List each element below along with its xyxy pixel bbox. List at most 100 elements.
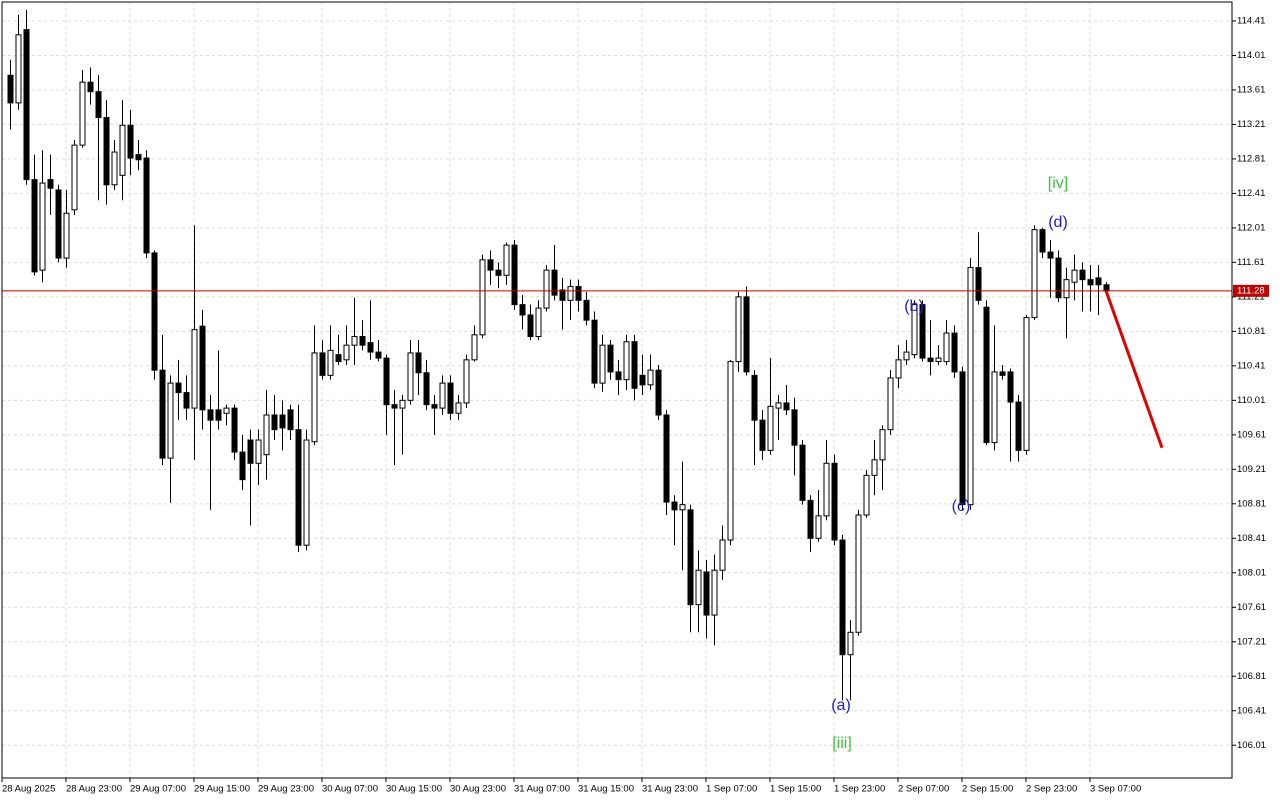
- candle-body: [247, 439, 254, 464]
- candle-body: [1095, 277, 1102, 286]
- candle-body: [631, 341, 638, 389]
- x-tick-label: 1 Sep 15:00: [770, 784, 821, 795]
- candle-body: [159, 369, 166, 459]
- candle-body: [823, 462, 830, 517]
- x-tick-label: 30 Aug 23:00: [450, 784, 506, 795]
- candle-body: [1079, 269, 1086, 281]
- x-tick-label: 2 Sep 07:00: [898, 784, 949, 795]
- candle-body: [991, 371, 998, 444]
- candle-body: [55, 189, 62, 259]
- candle-body: [487, 259, 494, 271]
- candle-body: [983, 306, 990, 444]
- candle-body: [455, 402, 462, 414]
- x-tick-label: 29 Aug 15:00: [194, 784, 250, 795]
- y-tick-label: 110.41: [1237, 360, 1265, 371]
- candle-body: [839, 539, 846, 656]
- x-tick-label: 2 Sep 23:00: [1026, 784, 1077, 795]
- candle-body: [71, 144, 78, 211]
- candle-body: [575, 286, 582, 301]
- x-tick-label: 30 Aug 15:00: [386, 784, 442, 795]
- y-tick-label: 106.41: [1237, 705, 1266, 716]
- x-tick-label: 28 Aug 23:00: [66, 784, 122, 795]
- wave-label: [iv]: [1048, 175, 1068, 192]
- x-tick-label: 31 Aug 23:00: [642, 784, 698, 795]
- candle-body: [727, 361, 734, 541]
- candle-body: [295, 429, 302, 546]
- candle-body: [639, 374, 646, 386]
- x-tick-label: 31 Aug 07:00: [514, 784, 570, 795]
- candle-body: [903, 351, 910, 361]
- candle-body: [263, 414, 270, 456]
- candle-body: [463, 359, 470, 404]
- y-tick-label: 109.61: [1237, 429, 1266, 440]
- candle-body: [743, 296, 750, 373]
- candle-body: [703, 571, 710, 616]
- candle-body: [687, 509, 694, 606]
- candle-body: [423, 372, 430, 406]
- candle-body: [775, 402, 782, 409]
- candles: [2, 9, 1232, 701]
- candle-body: [95, 91, 102, 119]
- candle-body: [927, 357, 934, 363]
- candle-body: [87, 81, 94, 93]
- candle-body: [1015, 401, 1022, 451]
- candle-body: [343, 344, 350, 361]
- candle-body: [783, 402, 790, 411]
- candle-body: [31, 179, 38, 273]
- candle-body: [943, 332, 950, 363]
- candle-body: [1039, 229, 1046, 253]
- candle-body: [863, 474, 870, 516]
- candle-body: [1007, 371, 1014, 403]
- wave-label: (b): [904, 298, 924, 315]
- y-tick-label: 111.21: [1237, 291, 1265, 302]
- candle-body: [999, 371, 1006, 376]
- candle-body: [287, 409, 294, 431]
- candle-body: [559, 289, 566, 301]
- candle-body: [471, 334, 478, 361]
- candle-body: [911, 304, 918, 356]
- candle-body: [671, 501, 678, 511]
- candle-body: [415, 352, 422, 374]
- wave-label: (d): [1048, 214, 1068, 231]
- wave-label: (c): [952, 498, 971, 515]
- candle-body: [1071, 269, 1078, 283]
- candle-body: [695, 569, 702, 606]
- candle-body: [663, 414, 670, 503]
- candle-body: [271, 414, 278, 431]
- candle-body: [767, 405, 774, 451]
- candle-body: [351, 336, 358, 346]
- candle-body: [871, 459, 878, 476]
- candle-body: [615, 371, 622, 381]
- candle-body: [1055, 257, 1062, 299]
- candle-body: [375, 351, 382, 359]
- x-tick-label: 31 Aug 15:00: [578, 784, 634, 795]
- candle-body: [959, 371, 966, 506]
- candle-body: [967, 267, 974, 506]
- candle-body: [15, 34, 22, 104]
- candle-body: [607, 344, 614, 373]
- candle-body: [383, 357, 390, 406]
- y-tick-label: 114.41: [1237, 15, 1265, 26]
- x-tick-label: 2 Sep 15:00: [962, 784, 1013, 795]
- candle-body: [527, 314, 534, 338]
- candle-body: [183, 392, 190, 409]
- candle-body: [1023, 317, 1030, 451]
- candle-body: [479, 259, 486, 336]
- candle-body: [1103, 284, 1110, 292]
- candle-body: [167, 382, 174, 459]
- x-tick-label: 1 Sep 07:00: [706, 784, 757, 795]
- candle-body: [1047, 251, 1054, 259]
- candle-body: [135, 154, 142, 161]
- y-tick-label: 108.81: [1237, 498, 1266, 509]
- plot-frame: [1, 1, 1233, 779]
- y-tick-label: 110.01: [1237, 395, 1265, 406]
- candle-body: [431, 404, 438, 409]
- candle-body: [599, 344, 606, 384]
- candle-body: [679, 504, 686, 511]
- candle-body: [815, 515, 822, 539]
- candle-body: [311, 352, 318, 443]
- x-tick-label: 30 Aug 07:00: [322, 784, 378, 795]
- x-tick-label: 28 Aug 2025: [2, 784, 55, 795]
